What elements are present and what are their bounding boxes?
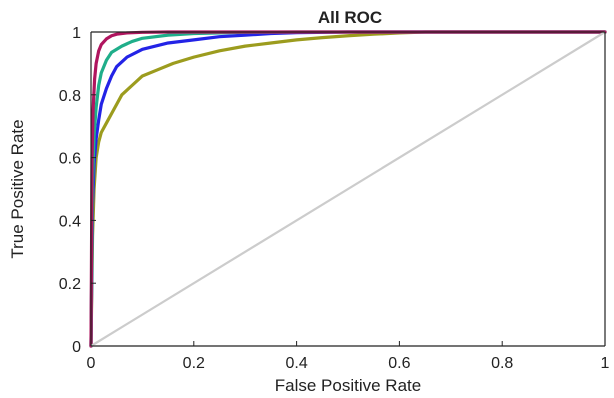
x-tick-label: 1 [601,355,610,372]
chart-title: All ROC [318,8,382,27]
x-tick-label: 0.2 [183,355,205,372]
axes-layer [90,31,606,347]
x-tick-label: 0.8 [491,355,513,372]
series-layer [89,30,607,348]
y-tick-label: 0 [72,339,81,356]
chance-diagonal-line [90,31,606,347]
ticks-layer: 0 0.2 0.4 0.6 0.8 1 0 0.2 0.4 0.6 0.8 1 [59,25,610,372]
x-tick-label: 0 [87,355,96,372]
y-tick-label: 0.4 [59,213,81,230]
x-axis-title: False Positive Rate [275,376,421,395]
roc-curve-1 [89,30,607,348]
y-tick-label: 0.8 [59,88,81,105]
y-tick-label: 1 [72,25,81,42]
x-tick-label: 0.4 [285,355,307,372]
y-tick-label: 0.6 [59,151,81,168]
y-axis-title: True Positive Rate [8,119,27,258]
x-tick-label: 0.6 [388,355,410,372]
y-tick-label: 0.2 [59,276,81,293]
